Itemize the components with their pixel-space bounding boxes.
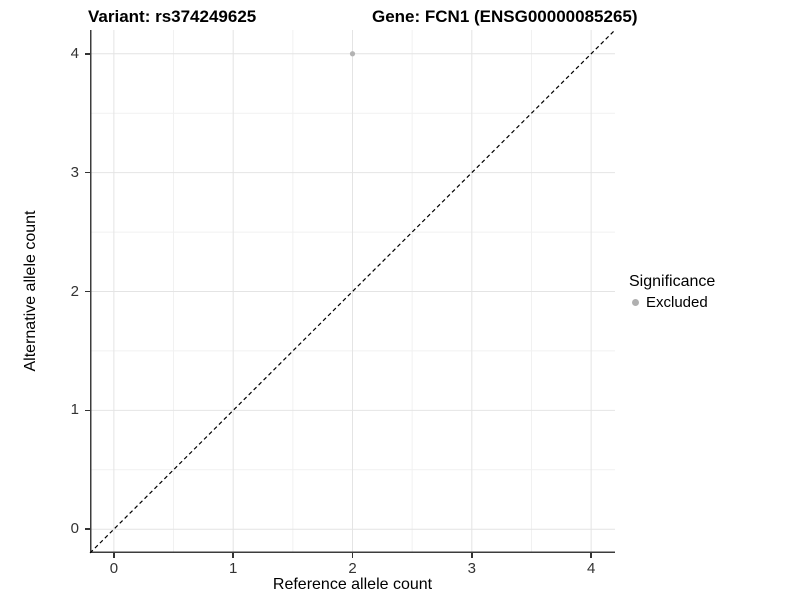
x-tick-mark bbox=[351, 553, 354, 558]
plot-title-variant: Variant: rs374249625 bbox=[88, 7, 257, 26]
x-tick-mark bbox=[590, 553, 592, 558]
legend-item-label: Excluded bbox=[646, 294, 708, 311]
plot-panel bbox=[89, 29, 616, 554]
y-tick-label: 1 bbox=[70, 401, 79, 419]
x-tick-mark bbox=[113, 553, 115, 558]
y-tick-label: 2 bbox=[70, 282, 79, 300]
data-point-excluded bbox=[349, 51, 356, 57]
x-tick-mark bbox=[471, 553, 473, 558]
plot-canvas bbox=[89, 29, 616, 554]
legend-title: Significance bbox=[629, 273, 716, 290]
x-tick-label: 0 bbox=[109, 560, 119, 577]
y-tick-mark bbox=[85, 53, 90, 55]
x-tick-label: 1 bbox=[229, 560, 238, 577]
x-tick-label: 4 bbox=[586, 560, 596, 577]
x-tick-mark bbox=[232, 553, 234, 558]
y-tick-label: 0 bbox=[70, 520, 79, 538]
x-tick-label: 3 bbox=[467, 560, 476, 577]
y-tick-mark bbox=[85, 409, 90, 412]
y-tick-mark bbox=[85, 171, 90, 174]
y-tick-mark bbox=[85, 290, 90, 293]
x-tick-label: 2 bbox=[348, 560, 357, 577]
y-axis-title: Alternative allele count bbox=[22, 210, 39, 372]
y-tick-mark bbox=[85, 528, 90, 530]
identity-reference-line bbox=[89, 29, 616, 554]
plot-title-gene: Gene: FCN1 (ENSG00000085265) bbox=[372, 7, 638, 26]
y-tick-label: 3 bbox=[70, 163, 79, 181]
legend: Significance Excluded bbox=[629, 272, 715, 311]
y-tick-label: 4 bbox=[70, 44, 79, 62]
legend-item-excluded: Excluded bbox=[629, 294, 715, 311]
legend-point-icon bbox=[632, 299, 639, 306]
x-axis-title: Reference allele count bbox=[272, 576, 433, 593]
